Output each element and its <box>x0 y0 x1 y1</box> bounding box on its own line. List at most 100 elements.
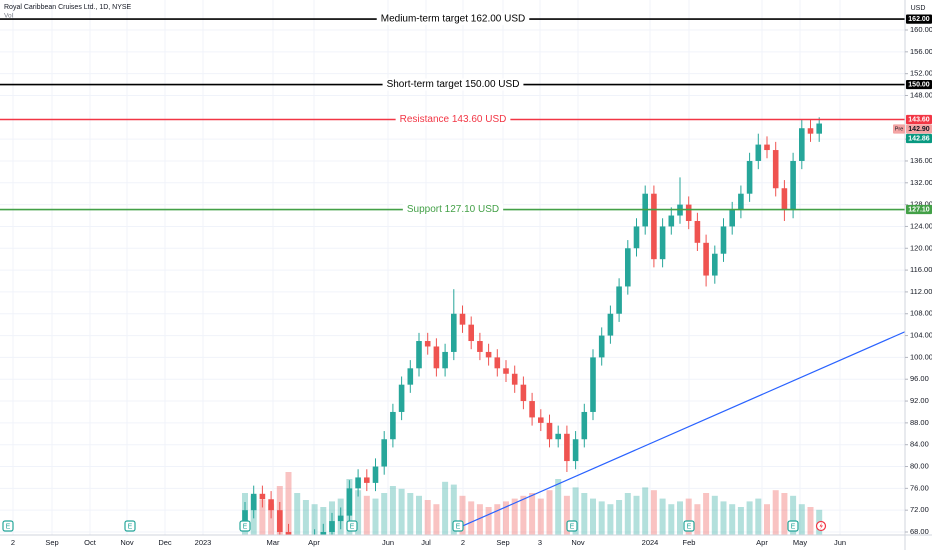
volume-bar <box>398 488 405 535</box>
x-tick-label: Jul <box>421 538 431 547</box>
volume-bar <box>268 504 275 535</box>
candle-body <box>285 531 292 535</box>
y-tick-label: 152.00 <box>910 69 932 78</box>
candle-body <box>372 466 379 483</box>
candles <box>242 117 822 535</box>
volume-bar <box>381 493 388 535</box>
volume-bar <box>555 479 562 535</box>
volume-bar <box>598 501 605 535</box>
candle-body <box>633 226 640 249</box>
volume-bar <box>311 504 318 535</box>
candle-body <box>268 499 274 511</box>
candle-body <box>355 477 361 489</box>
candle-body <box>511 373 518 385</box>
level-label-background <box>376 13 530 26</box>
x-tick-label: Nov <box>120 538 134 547</box>
y-tick-label: 132.00 <box>910 178 932 187</box>
earnings-marker-label: E <box>791 523 796 530</box>
earnings-marker-label: E <box>570 523 575 530</box>
candle-body <box>807 128 814 134</box>
level-label-background <box>395 113 511 126</box>
volume-bar <box>285 472 292 535</box>
candle-body <box>685 204 692 221</box>
price-tag-label: 150.00 <box>908 82 930 89</box>
volume-bar <box>320 507 327 535</box>
volume-bar <box>616 500 623 535</box>
volume-bar <box>755 498 762 535</box>
price-tag-label: 143.60 <box>908 117 930 124</box>
earnings-marker-label: E <box>350 523 355 530</box>
volume-bar <box>529 493 536 535</box>
volume-bar <box>668 504 675 535</box>
candle-body <box>407 368 414 385</box>
y-tick-label: 84.00 <box>910 440 929 449</box>
candle-body <box>424 341 431 347</box>
volume-bar <box>720 501 727 535</box>
x-tick-label: Sep <box>45 538 58 547</box>
volume-bar <box>581 493 588 535</box>
volume-bar <box>798 504 805 535</box>
volume-label: Vol <box>4 13 14 20</box>
volume-bar <box>503 501 509 535</box>
earnings-marker-label: E <box>687 523 692 530</box>
volume-bar <box>633 495 640 535</box>
volume-bar <box>459 495 466 535</box>
volume-bar <box>537 498 544 535</box>
volume-bar <box>442 481 449 535</box>
candle-body <box>477 341 483 352</box>
volume-bar <box>764 504 770 535</box>
candle-body <box>381 439 387 467</box>
price-tag-label: 127.10 <box>908 207 930 214</box>
candle-body <box>581 411 588 440</box>
volume-bar <box>677 501 683 535</box>
level-label-background <box>402 203 504 216</box>
volume-bar <box>416 495 422 535</box>
price-tag-label: 142.86 <box>908 136 930 143</box>
candle-body <box>572 439 579 462</box>
y-tick-label: 68.00 <box>910 527 929 536</box>
price-tag-label: 142.90 <box>908 126 930 133</box>
y-tick-label: 80.00 <box>910 462 929 471</box>
y-tick-label: 136.00 <box>910 156 932 165</box>
candle-body <box>416 341 422 369</box>
candle-body <box>337 515 344 522</box>
volume-bar <box>424 500 431 535</box>
x-tick-label: Sep <box>496 538 509 547</box>
x-tick-label: May <box>793 538 807 547</box>
y-tick-label: 120.00 <box>910 243 932 252</box>
price-tag <box>906 114 932 125</box>
level-label: Medium-term target 162.00 USD <box>381 14 526 25</box>
dividend-icon <box>819 522 823 530</box>
earnings-marker <box>683 520 695 532</box>
x-tick-label: 3 <box>538 538 542 547</box>
volume-bar <box>772 490 779 535</box>
candle-body <box>442 351 448 369</box>
y-tick-label: 128.00 <box>910 200 932 209</box>
volume-bar <box>729 504 736 535</box>
x-tick-label: 2024 <box>642 538 659 547</box>
earnings-marker <box>239 520 251 532</box>
x-tick-label: Feb <box>683 538 696 547</box>
volume-bar <box>485 507 492 535</box>
x-tick-label: Jun <box>834 538 846 547</box>
candle-body <box>538 417 544 423</box>
pre-tag <box>893 124 905 134</box>
volume-bar <box>590 498 596 535</box>
volume-bar <box>259 500 266 535</box>
price-tag <box>906 133 932 144</box>
volume-bar <box>711 495 718 535</box>
y-tick-label: 72.00 <box>910 505 929 514</box>
level-label: Short-term target 150.00 USD <box>387 79 520 90</box>
y-tick-label: 96.00 <box>910 374 929 383</box>
earnings-marker <box>346 520 358 532</box>
candle-body <box>720 226 727 254</box>
candle-body <box>451 313 457 352</box>
candle-body <box>738 193 744 211</box>
volume-bar <box>450 484 457 535</box>
candle-body <box>616 286 622 314</box>
candle-body <box>764 144 770 151</box>
candle-body <box>503 368 509 374</box>
candle-body <box>494 357 501 369</box>
volume-bar <box>355 490 362 535</box>
